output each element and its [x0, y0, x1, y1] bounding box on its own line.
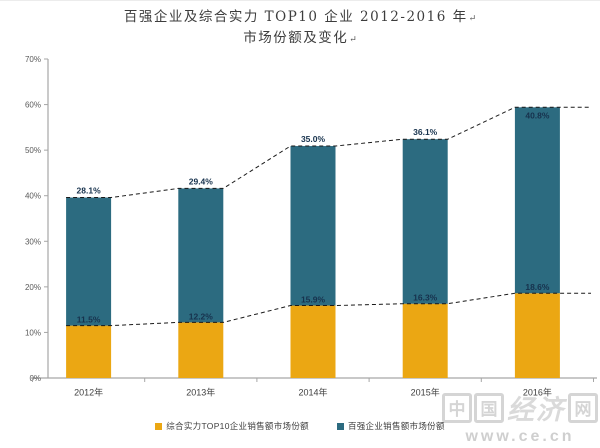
chart-title-line1: 百强企业及综合实力 TOP10 企业 2012-2016 年↵: [123, 9, 477, 25]
y-axis-label: 40%: [25, 192, 41, 201]
bar-top10-2016年: [514, 293, 560, 378]
bar-top100-2012年: [66, 197, 112, 326]
bar-label-top10: 11.5%: [77, 315, 101, 325]
legend: 综合实力TOP10企业销售额市场份额 百强企业销售额市场份额: [0, 420, 600, 432]
legend-item-top10: 综合实力TOP10企业销售额市场份额: [155, 420, 309, 432]
watermark-logo: 中 国 经济 网: [442, 388, 598, 427]
x-axis-label: 2014年: [298, 387, 327, 398]
bar-top100-2014年: [290, 146, 336, 306]
bar-label-top100: 36.1%: [413, 127, 438, 137]
x-axis-label: 2012年: [74, 387, 103, 398]
legend-label-top10: 综合实力TOP10企业销售额市场份额: [166, 421, 309, 431]
bar-top10-2015年: [402, 303, 448, 378]
bar-label-top100: 28.1%: [77, 186, 102, 196]
bar-label-top10: 12.2%: [189, 311, 214, 321]
bar-top10-2012年: [66, 325, 112, 378]
bar-label-top10: 15.9%: [301, 295, 326, 305]
legend-swatch-top10: [155, 422, 163, 430]
y-axis-label: 10%: [25, 328, 41, 337]
bar-label-top10: 18.6%: [525, 282, 550, 292]
x-axis-label: 2015年: [411, 387, 440, 398]
bar-label-top100: 40.8%: [525, 110, 550, 120]
bar-top10-2014年: [290, 305, 336, 378]
y-axis-label: 70%: [25, 55, 41, 64]
watermark-char-zhong: 中: [442, 392, 472, 423]
watermark-script-jingji: 经济: [507, 395, 565, 426]
bar-top100-2016年: [514, 107, 560, 294]
y-axis-label: 0%: [29, 374, 41, 383]
legend-label-top100: 百强企业销售额市场份额: [347, 421, 445, 431]
bar-label-top100: 29.4%: [189, 176, 214, 186]
y-axis-label: 30%: [25, 237, 41, 246]
paragraph-return-icon: ↵: [349, 35, 357, 45]
watermark-char-wang: 网: [568, 392, 598, 423]
trend-line-total: [66, 106, 591, 199]
y-axis-label: 60%: [25, 101, 41, 110]
chart-title: 百强企业及综合实力 TOP10 企业 2012-2016 年↵ 市场份额及变化↵: [0, 8, 600, 50]
watermark-china-economic-net: 中 国 经济 网 www.ce.cn: [442, 388, 598, 446]
chart-title-line2: 市场份额及变化↵: [243, 30, 357, 46]
x-axis-label: 2013年: [186, 387, 215, 398]
y-axis-label: 20%: [25, 283, 41, 292]
watermark-url: www.ce.cn: [465, 428, 575, 445]
paragraph-return-icon: ↵: [468, 14, 477, 24]
bar-top100-2013年: [178, 188, 224, 323]
bar-top10-2013年: [178, 322, 224, 378]
x-axis-label: 2016年: [523, 387, 552, 398]
bar-label-top100: 35.0%: [301, 134, 326, 144]
legend-item-top100: 百强企业销售额市场份额: [336, 420, 445, 432]
bar-top100-2015年: [402, 139, 448, 304]
bar-label-top10: 16.3%: [413, 293, 438, 303]
y-axis-label: 50%: [25, 146, 41, 155]
watermark-char-guo: 国: [474, 392, 504, 423]
legend-swatch-top100: [336, 422, 344, 430]
